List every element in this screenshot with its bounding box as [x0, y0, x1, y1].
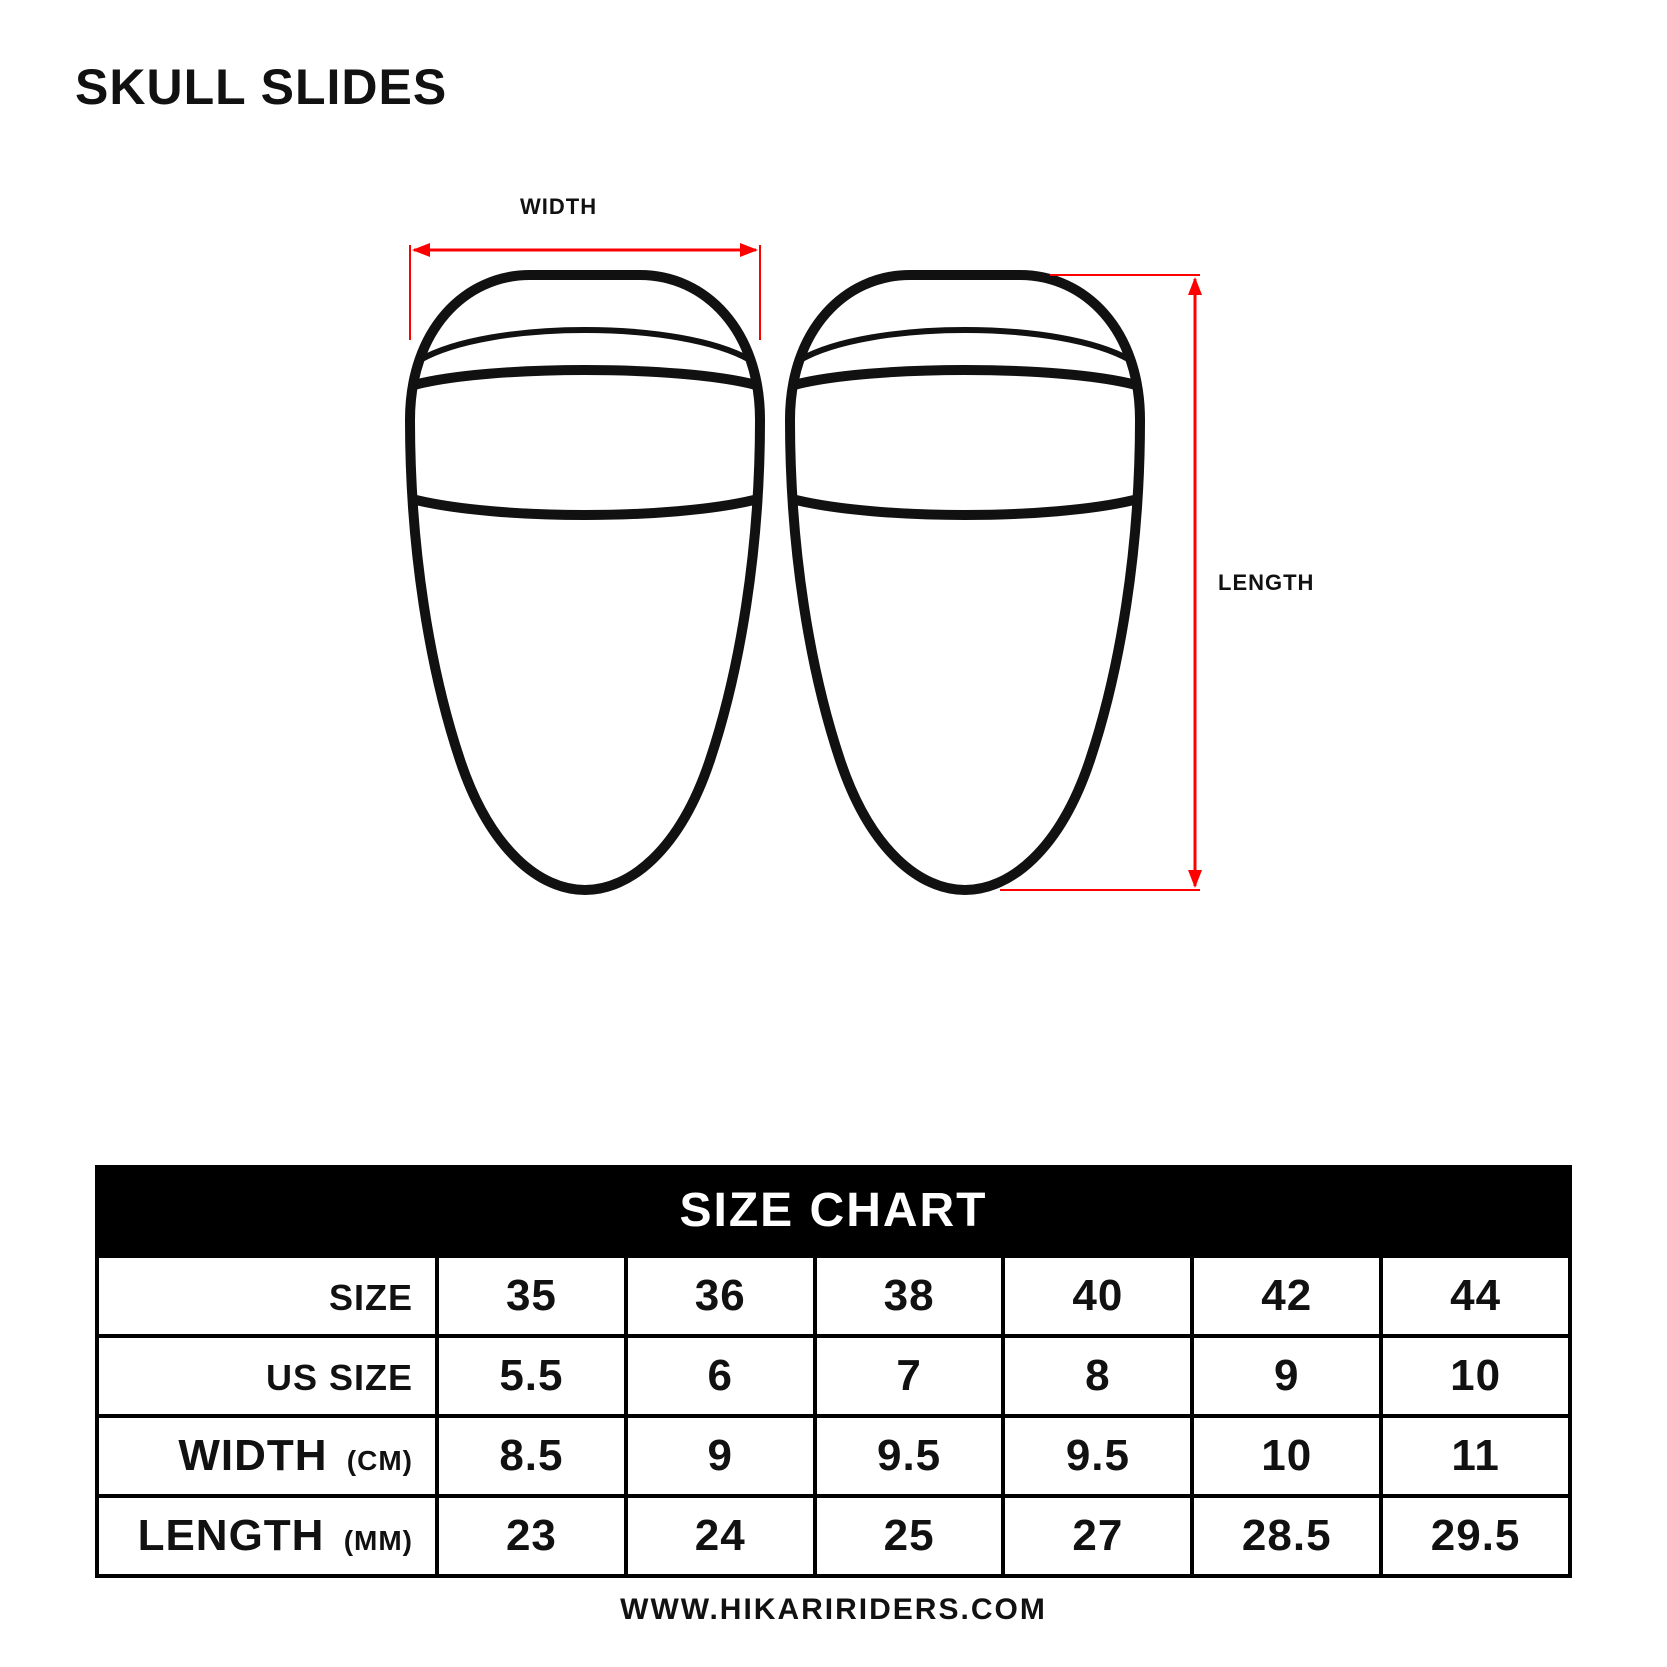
- cell: 10: [1192, 1416, 1381, 1496]
- size-chart-table: SIZE 35 36 38 40 42 44 US SIZE 5.5 6 7 8…: [95, 1254, 1572, 1578]
- left-slide-icon: [410, 275, 760, 890]
- cell: 9: [1192, 1336, 1381, 1416]
- cell: 5.5: [437, 1336, 626, 1416]
- slide-diagram: WIDTH LENGTH: [350, 200, 1320, 920]
- cell: 6: [626, 1336, 815, 1416]
- width-label: WIDTH: [520, 194, 597, 220]
- footer-url: WWW.HIKARIRIDERS.COM: [0, 1593, 1667, 1627]
- cell: 9: [626, 1416, 815, 1496]
- page-title: SKULL SLIDES: [75, 58, 447, 116]
- cell: 23: [437, 1496, 626, 1576]
- cell: 25: [815, 1496, 1004, 1576]
- row-label-size: SIZE: [97, 1256, 437, 1336]
- cell: 44: [1381, 1256, 1570, 1336]
- cell: 8.5: [437, 1416, 626, 1496]
- row-label-width: WIDTH (CM): [97, 1416, 437, 1496]
- cell: 28.5: [1192, 1496, 1381, 1576]
- cell: 40: [1003, 1256, 1192, 1336]
- cell: 29.5: [1381, 1496, 1570, 1576]
- cell: 9.5: [815, 1416, 1004, 1496]
- cell: 35: [437, 1256, 626, 1336]
- cell: 11: [1381, 1416, 1570, 1496]
- size-chart-title: SIZE CHART: [95, 1165, 1572, 1254]
- row-label-length: LENGTH (MM): [97, 1496, 437, 1576]
- length-label: LENGTH: [1218, 570, 1314, 596]
- row-label-us-size: US SIZE: [97, 1336, 437, 1416]
- cell: 27: [1003, 1496, 1192, 1576]
- cell: 8: [1003, 1336, 1192, 1416]
- cell: 9.5: [1003, 1416, 1192, 1496]
- right-slide-icon: [790, 275, 1140, 890]
- table-row: LENGTH (MM) 23 24 25 27 28.5 29.5: [97, 1496, 1570, 1576]
- cell: 42: [1192, 1256, 1381, 1336]
- cell: 7: [815, 1336, 1004, 1416]
- size-chart: SIZE CHART SIZE 35 36 38 40 42 44 US SIZ…: [95, 1165, 1572, 1578]
- table-row: WIDTH (CM) 8.5 9 9.5 9.5 10 11: [97, 1416, 1570, 1496]
- cell: 38: [815, 1256, 1004, 1336]
- cell: 36: [626, 1256, 815, 1336]
- table-row: US SIZE 5.5 6 7 8 9 10: [97, 1336, 1570, 1416]
- table-row: SIZE 35 36 38 40 42 44: [97, 1256, 1570, 1336]
- cell: 24: [626, 1496, 815, 1576]
- slide-diagram-svg: [350, 200, 1320, 920]
- cell: 10: [1381, 1336, 1570, 1416]
